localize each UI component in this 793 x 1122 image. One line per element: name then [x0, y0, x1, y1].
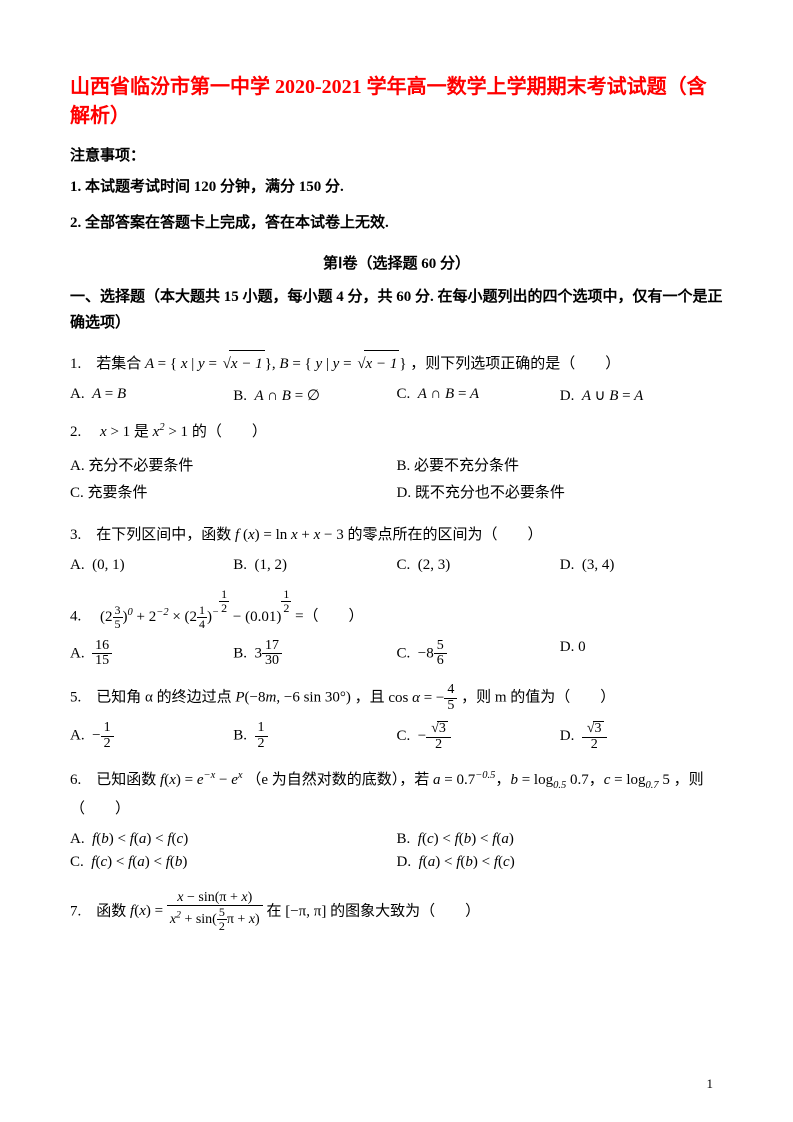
- q2-prefix: 2.: [70, 424, 96, 440]
- q2-tail: 的（ ）: [192, 424, 267, 440]
- q6-math2: a = 0.7−0.5，b = log0.5 0.7，c = log0.7 5: [433, 772, 670, 788]
- q3-opt-c: C. (2, 3): [397, 557, 560, 574]
- notice-line-1: 1. 本试题考试时间 120 分钟，满分 150 分.: [70, 175, 723, 201]
- question-5: 5. 已知角 α 的终边过点 P(−8m, −6 sin 30°) ，且 cos…: [70, 683, 723, 713]
- q6-opt-c: C. f(c) < f(a) < f(b): [70, 854, 397, 871]
- q5-math1: P(−8m, −6 sin 30°): [235, 690, 350, 706]
- q6-opt-a: A. f(b) < f(a) < f(c): [70, 831, 397, 848]
- q6-prefix: 6. 已知函数: [70, 772, 160, 788]
- q3-opt-b: B. (1, 2): [233, 557, 396, 574]
- q2-opt-c: C. 充要条件: [70, 481, 397, 502]
- q6-opt-d: D. f(a) < f(b) < f(c): [397, 854, 724, 871]
- question-1: 1. 若集合 A = { x | y = x − 1}, B = { y | y…: [70, 350, 723, 378]
- question-2: 2. x > 1 是 x2 > 1 的（ ）: [70, 419, 723, 446]
- part1-title: 第Ⅰ卷（选择题 60 分）: [70, 252, 723, 273]
- notice-line-2: 2. 全部答案在答题卡上完成，答在本试卷上无效.: [70, 211, 723, 237]
- notice-heading: 注意事项：: [70, 144, 723, 165]
- q5-opt-a: A. −12: [70, 721, 233, 752]
- q4-opt-b: B. 31730: [233, 639, 396, 669]
- q5-opt-b: B. 12: [233, 721, 396, 752]
- q7-mid: 在 [−π, π] 的图象大致为（ ）: [266, 903, 480, 919]
- q1-opt-d: D. A ∪ B = A: [560, 386, 723, 405]
- q3-options: A. (0, 1) B. (1, 2) C. (2, 3) D. (3, 4): [70, 557, 723, 574]
- q4-options: A. 1615 B. 31730 C. −856 D. 0: [70, 639, 723, 669]
- question-7: 7. 函数 f(x) = x − sin(π + x) x2 + sin(52π…: [70, 891, 723, 933]
- page-number: 1: [707, 1076, 714, 1092]
- q2-options: A. 充分不必要条件 B. 必要不充分条件 C. 充要条件 D. 既不充分也不必…: [70, 454, 723, 508]
- q5-opt-d: D. 32: [560, 721, 723, 752]
- q2-math: x > 1 是 x2 > 1: [100, 424, 188, 440]
- page-root: 山西省临汾市第一中学 2020-2021 学年高一数学上学期期末考试试题（含解析…: [0, 0, 793, 1122]
- q5-opt-c: C. −32: [397, 721, 560, 752]
- q4-opt-d: D. 0: [560, 639, 723, 669]
- q3-opt-a: A. (0, 1): [70, 557, 233, 574]
- q5-mid: ，且: [355, 690, 389, 706]
- q4-opt-a: A. 1615: [70, 639, 233, 669]
- q5-options: A. −12 B. 12 C. −32 D. 32: [70, 721, 723, 752]
- q6-opt-b: B. f(c) < f(b) < f(a): [397, 831, 724, 848]
- q2-opt-b: B. 必要不充分条件: [397, 454, 724, 475]
- q1-options: A. A = B B. A ∩ B = ∅ C. A ∩ B = A D. A …: [70, 386, 723, 405]
- q5-math2: cos α = −45: [388, 690, 457, 706]
- q5-prefix: 5. 已知角 α 的终边过点: [70, 690, 235, 706]
- exam-title: 山西省临汾市第一中学 2020-2021 学年高一数学上学期期末考试试题（含解析…: [70, 70, 723, 128]
- section1-heading: 一、选择题（本大题共 15 小题，每小题 4 分，共 60 分. 在每小题列出的…: [70, 285, 723, 336]
- q4-tail: =（ ）: [295, 609, 363, 625]
- question-3: 3. 在下列区间中，函数 f (x) = ln x + x − 3 的零点所在的…: [70, 522, 723, 549]
- q1-prefix: 1. 若集合: [70, 356, 145, 372]
- q6-options: A. f(b) < f(a) < f(c) B. f(c) < f(b) < f…: [70, 831, 723, 877]
- q1-opt-a: A. A = B: [70, 386, 233, 405]
- q3-math: f (x) = ln x + x − 3: [235, 527, 344, 543]
- q7-math: f(x) = x − sin(π + x) x2 + sin(52π + x): [130, 903, 266, 919]
- q5-tail: ，则 m 的值为（ ）: [461, 690, 615, 706]
- q6-mid1: （e 为自然对数的底数），若: [246, 772, 433, 788]
- question-6: 6. 已知函数 f(x) = e−x − ex （e 为自然对数的底数），若 a…: [70, 767, 723, 823]
- q3-prefix: 3. 在下列区间中，函数: [70, 527, 235, 543]
- q4-prefix: 4.: [70, 609, 96, 625]
- q4-opt-c: C. −856: [397, 639, 560, 669]
- q1-opt-c: C. A ∩ B = A: [397, 386, 560, 405]
- q7-prefix: 7. 函数: [70, 903, 130, 919]
- question-4: 4. (235)0 + 2−2 × (214)−12 − (0.01)12 =（…: [70, 588, 723, 631]
- q3-mid: 的零点所在的区间为（ ）: [348, 527, 543, 543]
- q2-opt-a: A. 充分不必要条件: [70, 454, 397, 475]
- q4-math: (235)0 + 2−2 × (214)−12 − (0.01)12: [100, 609, 295, 625]
- q2-opt-d: D. 既不充分也不必要条件: [397, 481, 724, 502]
- q6-math1: f(x) = e−x − ex: [160, 772, 243, 788]
- q1-opt-b: B. A ∩ B = ∅: [233, 386, 396, 405]
- q3-opt-d: D. (3, 4): [560, 557, 723, 574]
- q1-math: A = { x | y = x − 1}, B = { y | y = x − …: [145, 356, 410, 372]
- q1-mid: ，则下列选项正确的是（ ）: [410, 356, 620, 372]
